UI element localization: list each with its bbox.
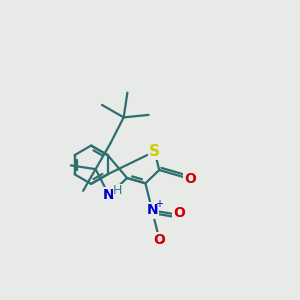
Text: O: O [154, 233, 166, 248]
Text: N: N [103, 188, 115, 202]
Text: S: S [149, 144, 160, 159]
Text: H: H [113, 184, 122, 197]
Text: N: N [146, 203, 158, 218]
Text: -: - [159, 235, 164, 248]
Text: +: + [155, 199, 164, 209]
Text: O: O [173, 206, 185, 220]
Text: O: O [184, 172, 196, 186]
